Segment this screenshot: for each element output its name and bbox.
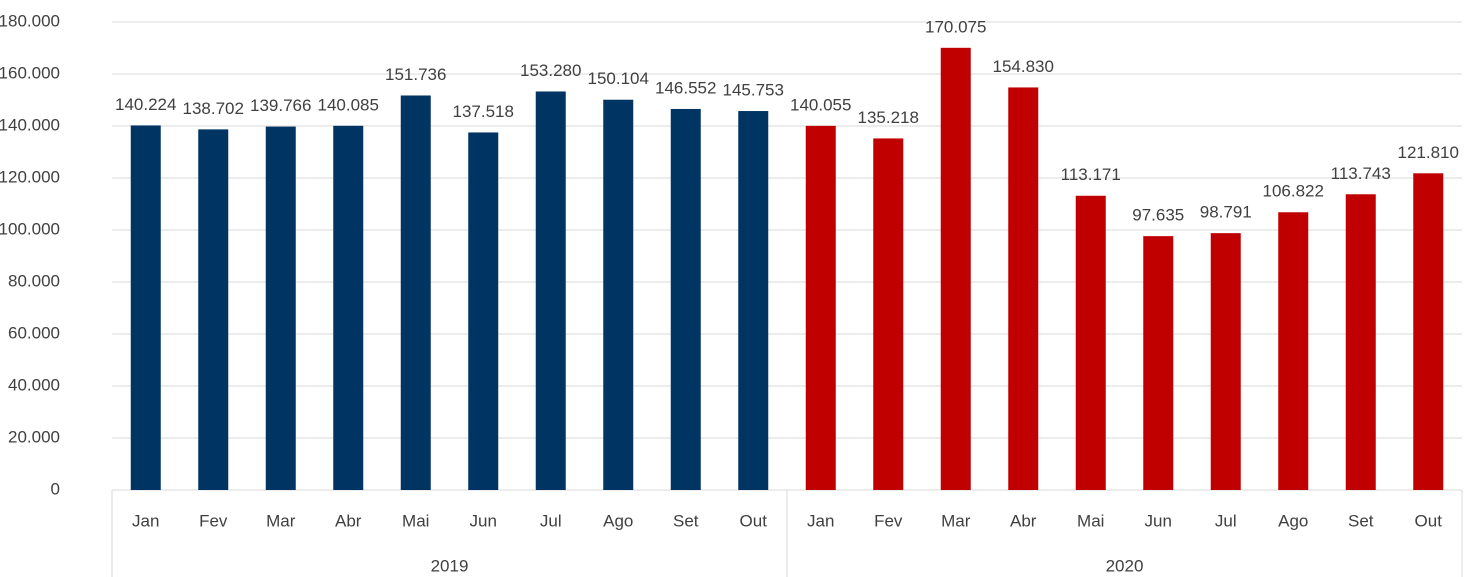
x-tick-label: Out: [1415, 511, 1443, 530]
bar: [1210, 233, 1241, 490]
bar: [1008, 87, 1039, 490]
bar: [333, 125, 364, 491]
y-tick-label: 100.000: [0, 219, 60, 238]
value-label: 151.736: [385, 65, 446, 84]
value-label: 150.104: [588, 69, 649, 88]
group-label: 2019: [431, 556, 469, 575]
bar: [603, 99, 634, 490]
x-tick-label: Mai: [1077, 511, 1104, 530]
y-tick-label: 80.000: [8, 271, 60, 290]
x-tick-label: Jun: [470, 511, 497, 530]
value-label: 145.753: [723, 81, 784, 100]
value-label: 98.791: [1200, 203, 1252, 222]
y-tick-label: 140.000: [0, 115, 60, 134]
value-label: 135.218: [858, 108, 919, 127]
value-label: 113.743: [1331, 164, 1391, 183]
x-tick-label: Jul: [540, 511, 562, 530]
group-label: 2020: [1106, 556, 1144, 575]
bar: [940, 47, 971, 491]
x-tick-label: Mar: [266, 511, 296, 530]
x-tick-label: Set: [673, 511, 699, 530]
x-tick-label: Abr: [335, 511, 362, 530]
y-tick-label: 180.000: [0, 11, 60, 30]
bar: [130, 125, 161, 490]
value-label: 140.085: [318, 95, 379, 114]
y-tick-label: 160.000: [0, 63, 60, 82]
value-label: 140.055: [790, 95, 851, 114]
bar: [1278, 212, 1309, 490]
value-label: 106.822: [1263, 182, 1324, 201]
x-tick-label: Set: [1348, 511, 1374, 530]
x-tick-label: Jul: [1215, 511, 1237, 530]
y-tick-label: 40.000: [8, 375, 60, 394]
bar: [738, 111, 769, 490]
value-label: 146.552: [655, 78, 716, 97]
value-label: 153.280: [520, 61, 581, 80]
y-tick-label: 0: [51, 479, 60, 498]
y-tick-label: 120.000: [0, 167, 60, 186]
value-label: 138.702: [183, 99, 244, 118]
x-tick-label: Fev: [199, 511, 228, 530]
bar: [535, 91, 566, 491]
value-label: 140.224: [115, 95, 176, 114]
bar: [873, 138, 904, 490]
bar: [265, 126, 296, 490]
value-label: 113.171: [1061, 165, 1121, 184]
value-label: 170.075: [925, 17, 986, 36]
x-tick-label: Ago: [1278, 511, 1308, 530]
x-tick-label: Abr: [1010, 511, 1037, 530]
x-tick-label: Out: [740, 511, 768, 530]
bar: [805, 125, 836, 491]
x-tick-label: Mar: [941, 511, 971, 530]
value-label: 137.518: [453, 102, 514, 121]
value-label: 154.830: [993, 57, 1054, 76]
bar: [198, 129, 229, 490]
y-tick-label: 20.000: [8, 427, 60, 446]
x-tick-label: Ago: [603, 511, 633, 530]
value-label: 121.810: [1398, 143, 1459, 162]
bar: [468, 132, 499, 491]
x-tick-label: Mai: [402, 511, 429, 530]
value-label: 139.766: [250, 96, 311, 115]
y-tick-label: 60.000: [8, 323, 60, 342]
x-tick-label: Fev: [874, 511, 903, 530]
bar: [1075, 195, 1106, 490]
bar: [1143, 236, 1174, 490]
bar: [400, 95, 431, 491]
value-label: 97.635: [1132, 206, 1184, 225]
bar: [1345, 194, 1376, 491]
bar: [1413, 173, 1444, 490]
x-tick-label: Jan: [132, 511, 159, 530]
x-tick-label: Jun: [1145, 511, 1172, 530]
x-tick-label: Jan: [807, 511, 834, 530]
bar: [670, 108, 701, 491]
